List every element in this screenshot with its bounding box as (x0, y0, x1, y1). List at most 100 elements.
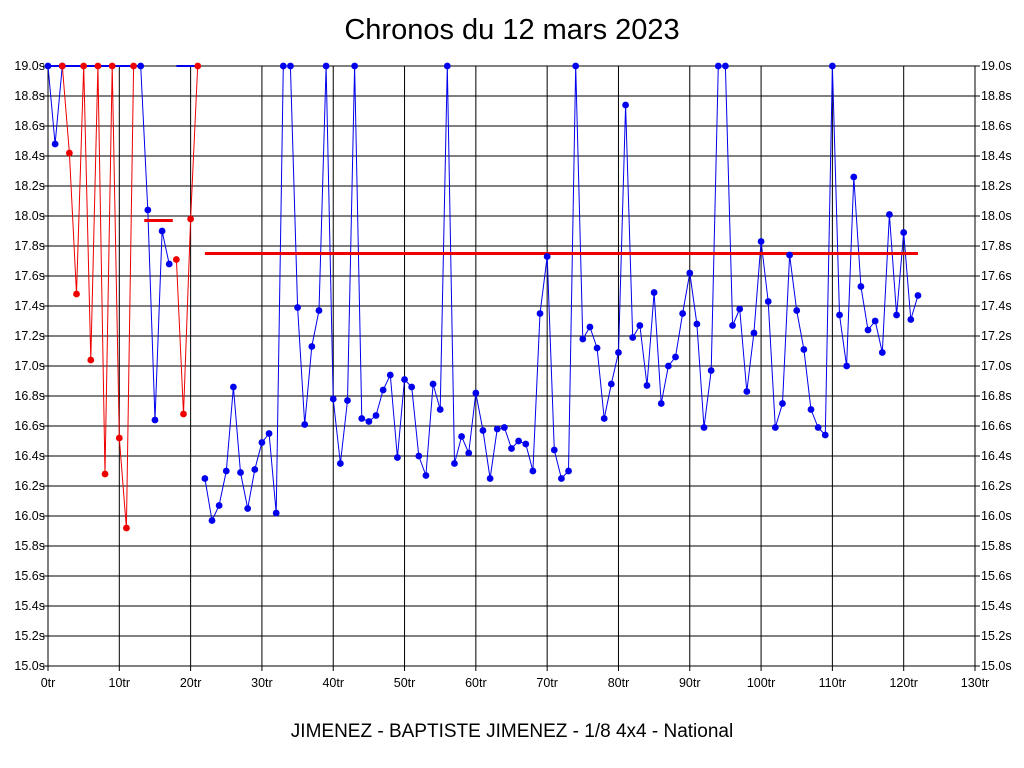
x-tick-label: 50tr (394, 676, 416, 690)
data-point (572, 62, 580, 70)
data-point (201, 475, 209, 482)
x-tick-label: 20tr (180, 676, 202, 690)
data-point (329, 395, 337, 403)
data-point (508, 445, 515, 452)
grid-layer (47, 65, 976, 667)
data-point (230, 383, 237, 391)
data-point (258, 439, 266, 446)
y-tick-label-left: 16.4s (14, 449, 45, 463)
data-point (871, 317, 879, 325)
y-tick-label-left: 15.6s (14, 569, 45, 583)
data-point (294, 304, 301, 311)
data-point (907, 316, 915, 323)
y-tick-label-left: 17.8s (14, 239, 45, 253)
data-point (379, 386, 387, 394)
data-point (251, 466, 259, 473)
data-point (301, 421, 309, 428)
data-point (586, 323, 594, 331)
data-point (180, 410, 187, 418)
data-point (458, 433, 465, 440)
y-tick-label-right: 16.4s (981, 449, 1012, 463)
data-point (472, 389, 480, 397)
data-point (408, 383, 416, 391)
data-point (372, 412, 380, 419)
y-tick-label-left: 15.4s (14, 599, 45, 613)
data-point (700, 424, 708, 431)
data-point (244, 505, 252, 512)
data-point (515, 437, 523, 445)
data-point (821, 431, 829, 439)
data-point (800, 346, 808, 353)
data-point (672, 353, 679, 361)
data-point (94, 62, 102, 70)
data-point (864, 326, 872, 334)
y-tick-label-right: 17.0s (981, 359, 1012, 373)
data-point (115, 434, 123, 442)
data-point (358, 415, 366, 422)
data-point (828, 62, 836, 70)
x-tick-label: 30tr (251, 676, 273, 690)
data-point (287, 62, 294, 70)
data-point (187, 215, 195, 223)
data-point (279, 62, 287, 70)
data-point (344, 397, 351, 404)
series-line (47, 65, 63, 145)
y-tick-label-right: 18.8s (981, 89, 1012, 103)
data-point (743, 388, 751, 395)
y-tick-label-left: 18.4s (14, 149, 45, 163)
data-point (636, 322, 644, 329)
data-point (44, 62, 52, 70)
series-line (140, 65, 170, 421)
y-tick-label-left: 18.6s (14, 119, 45, 133)
data-point (322, 62, 330, 70)
data-point (500, 424, 508, 431)
data-point (479, 427, 487, 434)
data-point (130, 62, 137, 70)
data-point (886, 211, 893, 218)
x-tick-label: 130tr (961, 676, 990, 690)
data-point (579, 335, 587, 343)
y-tick-label-right: 18.2s (981, 179, 1012, 193)
data-point (914, 292, 922, 299)
data-point (650, 289, 658, 296)
data-point (857, 283, 865, 290)
data-point (208, 517, 216, 524)
data-point (686, 269, 694, 277)
data-point (629, 334, 637, 341)
data-point (843, 362, 851, 370)
data-point (707, 367, 715, 374)
y-tick-label-right: 15.2s (981, 629, 1012, 643)
data-point (272, 509, 280, 517)
data-point (386, 371, 394, 379)
data-point (893, 311, 900, 319)
data-point (265, 430, 273, 437)
data-point (807, 406, 815, 413)
data-point (836, 311, 843, 319)
x-tick-label: 40tr (322, 676, 344, 690)
data-point (144, 206, 152, 214)
data-point (415, 452, 423, 460)
points-layer (44, 62, 922, 532)
series-line (175, 65, 199, 415)
data-point (850, 173, 858, 181)
axes-layer: 15.0s 15.0s 15.2s 15.2s 15.4s 15.4s 15.6s 15.6s… (14, 59, 1011, 690)
y-tick-label-right: 17.8s (981, 239, 1012, 253)
reference-lines-layer (144, 219, 918, 255)
data-point (657, 400, 665, 407)
y-tick-label-right: 19.0s (981, 59, 1012, 73)
data-point (736, 305, 744, 313)
y-tick-label-left: 17.6s (14, 269, 45, 283)
series-line (204, 65, 919, 523)
y-tick-label-right: 18.6s (981, 119, 1012, 133)
data-point (722, 62, 729, 70)
data-point (529, 467, 537, 475)
data-point (600, 415, 608, 422)
data-point (558, 475, 565, 482)
data-point (165, 260, 173, 268)
data-point (714, 62, 722, 70)
data-point (451, 460, 458, 467)
data-point (237, 469, 244, 476)
y-tick-label-left: 18.2s (14, 179, 45, 193)
data-point (87, 356, 95, 364)
